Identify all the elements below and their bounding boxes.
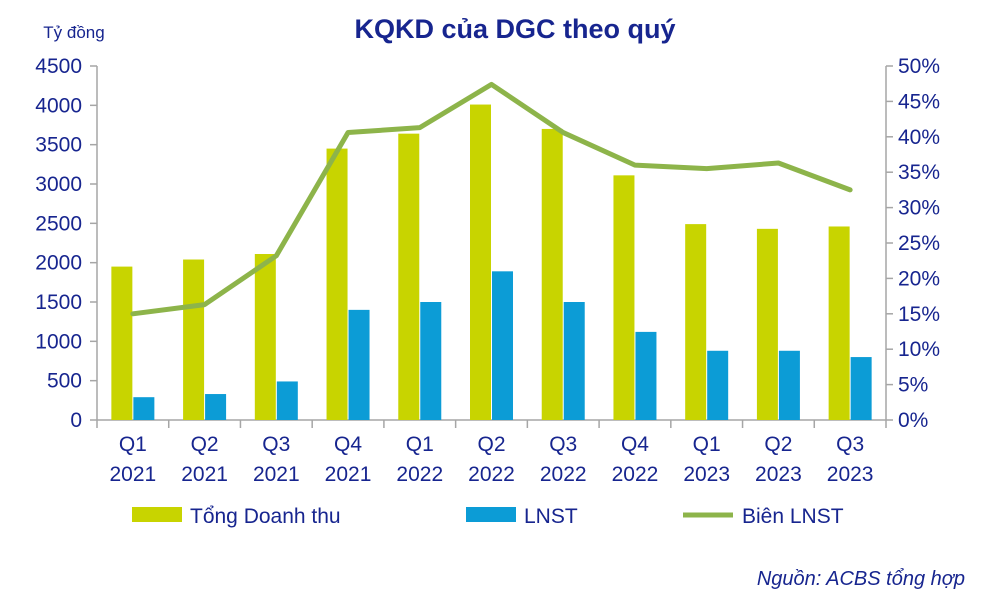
bar-revenue <box>183 259 205 420</box>
bar-revenue <box>326 148 348 420</box>
legend-label-margin: Biên LNST <box>742 505 844 528</box>
y2-tick-label: 50% <box>898 55 940 78</box>
y-tick-label: 500 <box>47 370 82 393</box>
source-note: Nguồn: ACBS tổng hợp <box>757 568 965 590</box>
bar-profit <box>707 350 729 420</box>
bar-profit <box>420 302 442 420</box>
x-tick-label-quarter: Q2 <box>764 433 792 456</box>
legend-label-profit: LNST <box>524 505 578 528</box>
legend-swatch-profit <box>466 507 516 522</box>
x-tick-label-year: 2022 <box>612 463 659 486</box>
x-tick-label-quarter: Q1 <box>119 433 147 456</box>
y-tick-label: 4500 <box>35 55 82 78</box>
bar-revenue <box>254 254 276 420</box>
bar-revenue <box>756 228 778 420</box>
x-tick-label-quarter: Q3 <box>549 433 577 456</box>
bar-revenue <box>111 266 133 420</box>
x-tick-label-quarter: Q2 <box>477 433 505 456</box>
x-tick-label-year: 2023 <box>683 463 730 486</box>
y-tick-label: 3000 <box>35 173 82 196</box>
bar-profit <box>850 357 872 420</box>
line-margin <box>130 81 853 317</box>
y-tick-label: 1000 <box>35 330 82 353</box>
y2-tick-label: 25% <box>898 232 940 255</box>
x-tick-label-year: 2022 <box>468 463 515 486</box>
y2-tick-label: 0% <box>898 409 928 432</box>
y-tick-label: 2500 <box>35 212 82 235</box>
y2-tick-label: 5% <box>898 374 928 397</box>
x-tick-label-year: 2021 <box>181 463 228 486</box>
x-tick-label-year: 2021 <box>110 463 157 486</box>
x-tick-label-year: 2023 <box>827 463 874 486</box>
y2-tick-label: 10% <box>898 338 940 361</box>
x-tick-label-year: 2022 <box>396 463 443 486</box>
bar-revenue <box>828 226 850 420</box>
bar-profit <box>133 397 155 420</box>
x-tick-label-quarter: Q4 <box>621 433 649 456</box>
y2-tick-label: 35% <box>898 161 940 184</box>
bar-revenue <box>613 175 635 420</box>
bar-profit <box>492 271 513 420</box>
x-tick-label-quarter: Q3 <box>836 433 864 456</box>
bar-profit <box>205 394 227 420</box>
bar-profit <box>348 309 370 420</box>
x-tick-label-quarter: Q1 <box>406 433 434 456</box>
x-tick-label-quarter: Q3 <box>262 433 290 456</box>
y-tick-label: 1500 <box>35 291 82 314</box>
bar-profit <box>778 350 800 420</box>
plot-area: 0 500 1000 1500 2000 2500 3000 3500 4000 4500 0% 5%… <box>35 55 940 486</box>
bar-profit <box>635 331 657 420</box>
bar-revenue <box>685 224 707 420</box>
x-tick-label-quarter: Q1 <box>693 433 721 456</box>
x-tick-label-year: 2023 <box>755 463 802 486</box>
legend-label-revenue: Tổng Doanh thu <box>190 505 341 528</box>
bar-revenue <box>398 133 420 421</box>
bar-profit <box>563 302 585 420</box>
legend: Tổng Doanh thu LNST Biên LNST <box>132 505 844 528</box>
y-tick-label: 3500 <box>35 134 82 157</box>
bar-revenue <box>541 128 563 420</box>
x-tick-label-year: 2021 <box>325 463 372 486</box>
bar-revenue <box>470 104 491 421</box>
y2-tick-label: 30% <box>898 197 940 220</box>
y2-tick-label: 20% <box>898 267 940 290</box>
y-tick-label: 0 <box>70 409 82 432</box>
bar-profit <box>276 381 298 420</box>
y-axis-unit-label: Tỷ đồng <box>43 23 104 42</box>
y2-tick-label: 40% <box>898 126 940 149</box>
y2-tick-label: 45% <box>898 90 940 113</box>
x-tick-label-year: 2022 <box>540 463 587 486</box>
chart-title: KQKD của DGC theo quý <box>354 14 675 44</box>
y2-tick-label: 15% <box>898 303 940 326</box>
x-tick-label-year: 2021 <box>253 463 300 486</box>
y-tick-label: 4000 <box>35 94 82 117</box>
x-tick-label-quarter: Q2 <box>191 433 219 456</box>
y-tick-label: 2000 <box>35 252 82 275</box>
x-tick-label-quarter: Q4 <box>334 433 362 456</box>
legend-swatch-revenue <box>132 507 182 522</box>
